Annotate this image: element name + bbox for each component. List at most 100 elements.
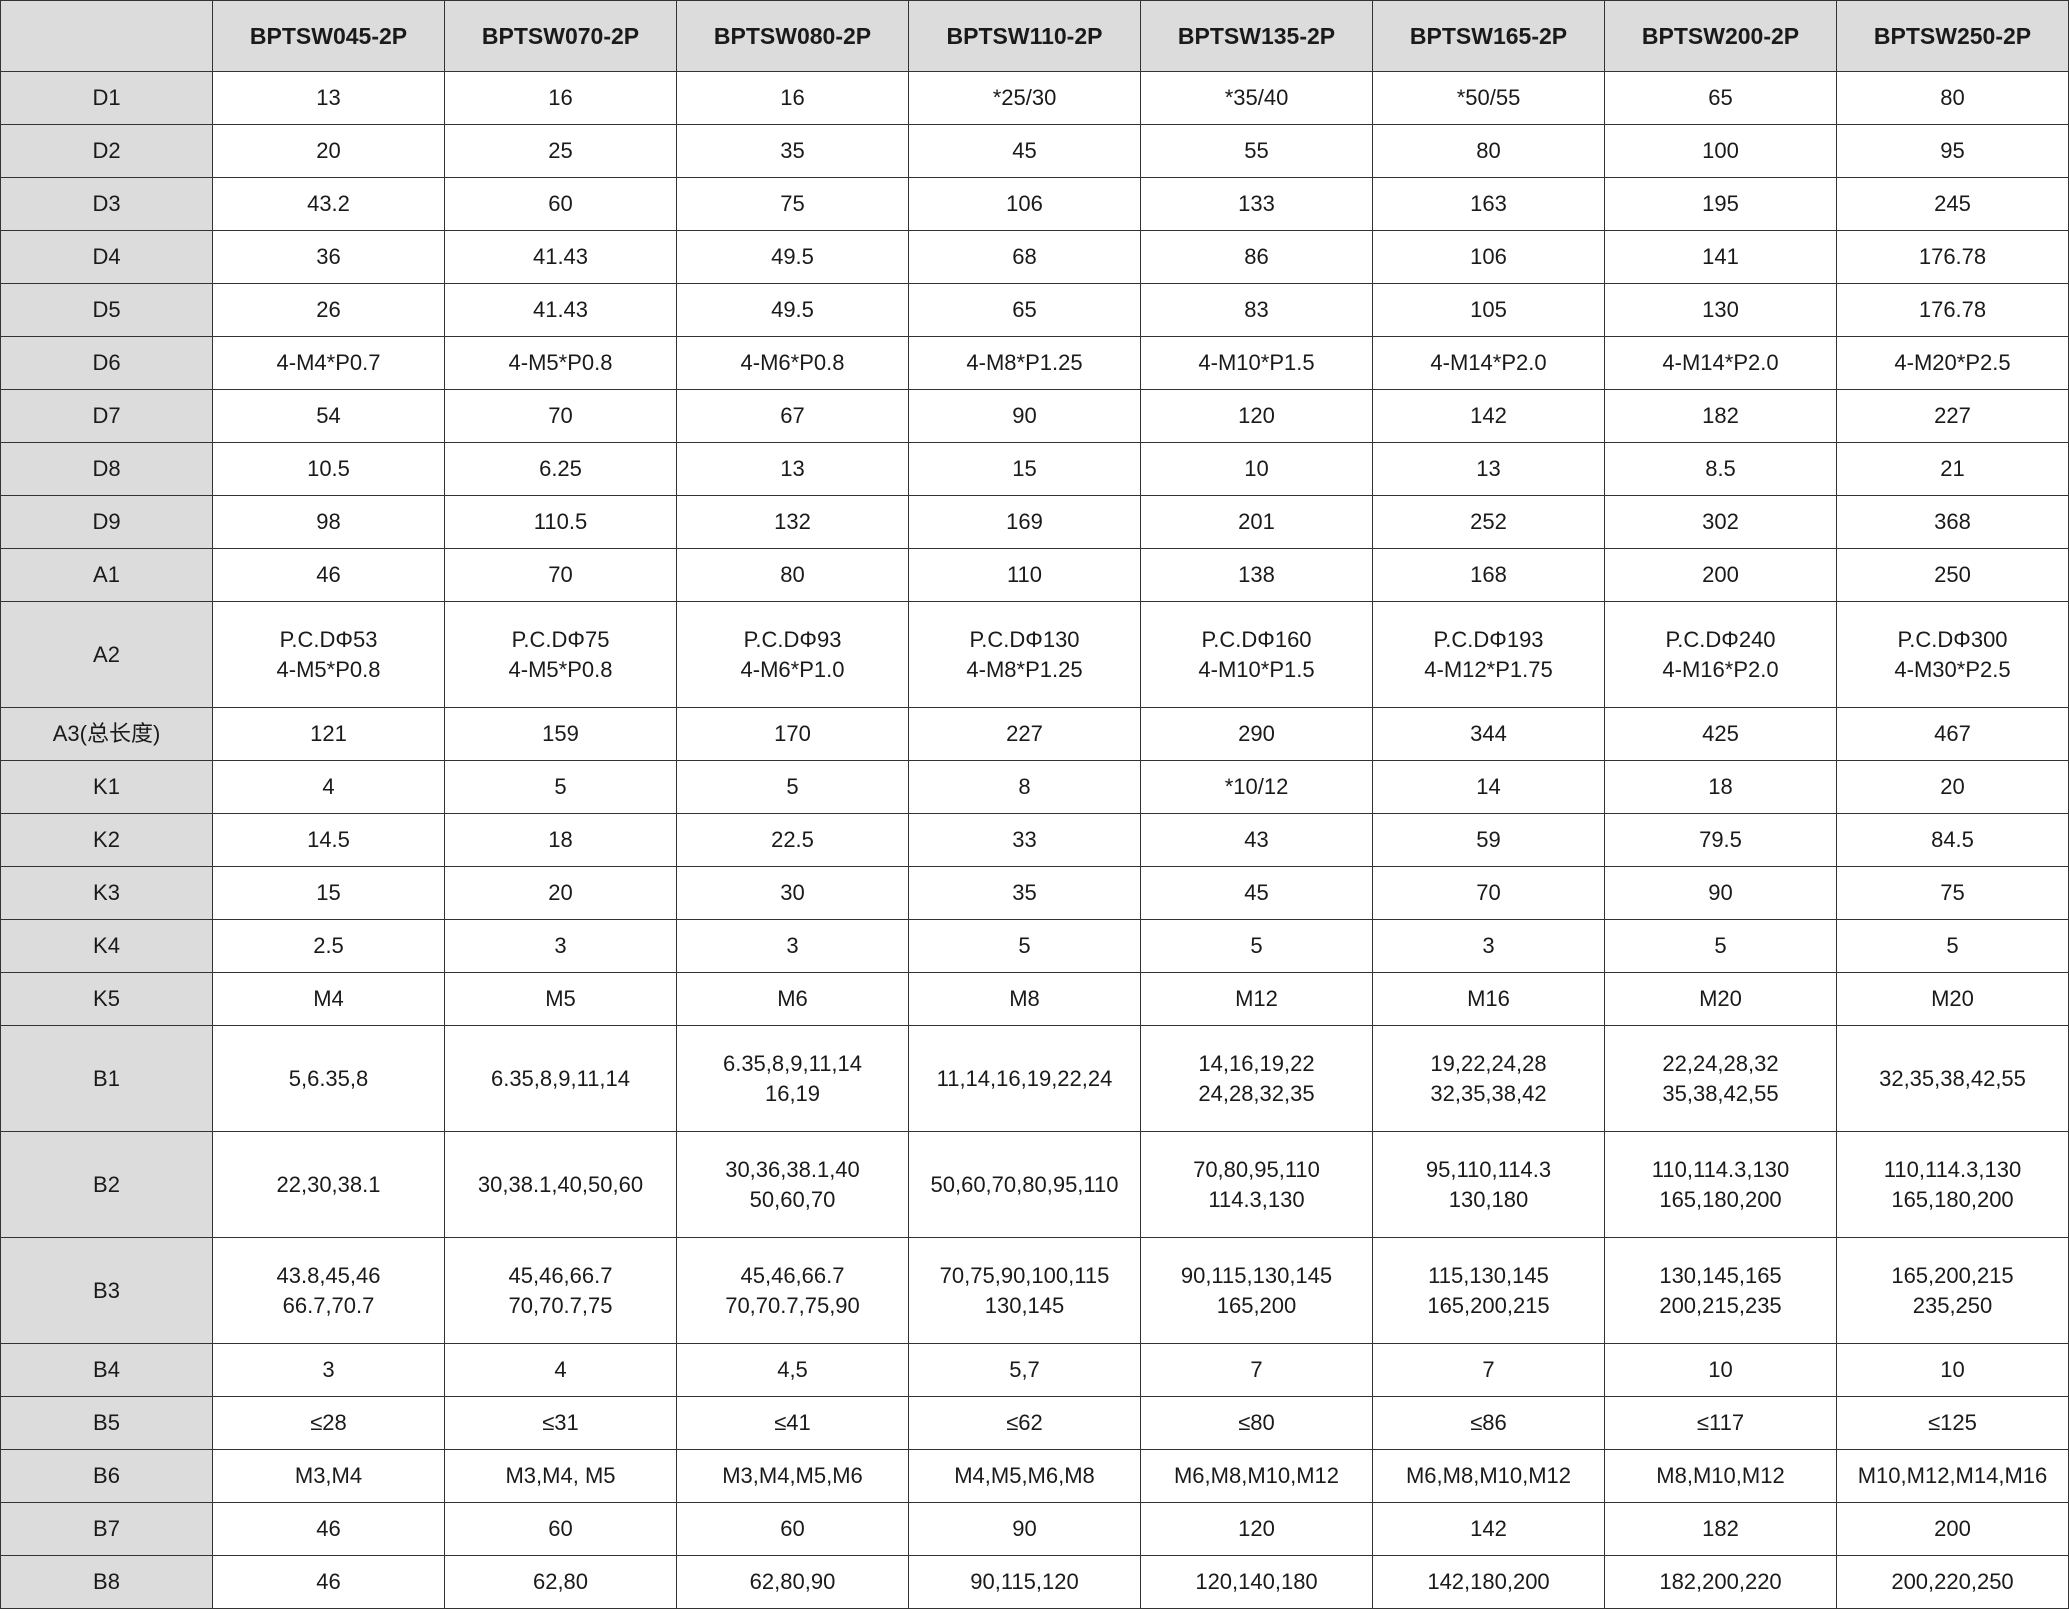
table-cell: 19,22,24,28 32,35,38,42 [1372,1025,1605,1132]
table-cell: 4-M14*P2.0 [1372,336,1605,390]
table-cell: 10 [1604,1343,1837,1397]
table-row: B6 M3,M4 M3,M4, M5 M3,M4,M5,M6 M4,M5,M6,M8 M6… [0,1449,2069,1503]
table-cell: 62,80 [444,1555,677,1609]
table-cell: 250 [1836,548,2069,602]
table-cell: 13 [676,442,909,496]
row-label: B8 [0,1555,213,1609]
table-cell: 67 [676,389,909,443]
table-cell: M20 [1836,972,2069,1026]
table-cell: 120 [1140,389,1373,443]
table-cell: M3,M4 [212,1449,445,1503]
table-cell: 45 [1140,866,1373,920]
table-cell: 98 [212,495,445,549]
row-label: D6 [0,336,213,390]
table-row: B7 46 60 60 90 120 142 182 200 [0,1502,2069,1556]
table-cell: 110,114.3,130 165,180,200 [1604,1131,1837,1238]
table-cell: M5 [444,972,677,1026]
table-cell: 5 [1604,919,1837,973]
table-cell: 6.35,8,9,11,14 16,19 [676,1025,909,1132]
row-label: A2 [0,601,213,708]
table-cell: 60 [444,1502,677,1556]
table-cell: 106 [1372,230,1605,284]
table-cell: 7 [1140,1343,1373,1397]
table-cell: 4 [444,1343,677,1397]
table-cell: 49.5 [676,230,909,284]
table-cell: *10/12 [1140,760,1373,814]
table-cell: 4-M4*P0.7 [212,336,445,390]
table-cell: 90 [1604,866,1837,920]
table-cell: 15 [908,442,1141,496]
table-cell: 10 [1836,1343,2069,1397]
table-cell: 41.43 [444,230,677,284]
table-cell: P.C.DΦ193 4-M12*P1.75 [1372,601,1605,708]
table-cell: 130,145,165 200,215,235 [1604,1237,1837,1344]
table-cell: 45,46,66.7 70,70.7,75 [444,1237,677,1344]
table-cell: 425 [1604,707,1837,761]
table-cell: 14 [1372,760,1605,814]
table-cell: ≤31 [444,1396,677,1450]
table-cell: 75 [676,177,909,231]
table-cell: 5,6.35,8 [212,1025,445,1132]
table-cell: 16 [444,71,677,125]
table-cell: 302 [1604,495,1837,549]
table-cell: M6 [676,972,909,1026]
table-cell: 90,115,120 [908,1555,1141,1609]
table-cell: 200 [1604,548,1837,602]
table-cell: 86 [1140,230,1373,284]
table-cell: 5,7 [908,1343,1141,1397]
table-cell: ≤80 [1140,1396,1373,1450]
table-cell: 49.5 [676,283,909,337]
table-cell: 5 [444,760,677,814]
table-row: D7 54 70 67 90 120 142 182 227 [0,389,2069,443]
table-cell: 6.35,8,9,11,14 [444,1025,677,1132]
table-cell: P.C.DΦ160 4-M10*P1.5 [1140,601,1373,708]
table-cell: 344 [1372,707,1605,761]
table-cell: 70,80,95,110 114.3,130 [1140,1131,1373,1238]
table-cell: 70 [1372,866,1605,920]
table-cell: 30,36,38.1,40 50,60,70 [676,1131,909,1238]
table-cell: M4,M5,M6,M8 [908,1449,1141,1503]
table-row: D8 10.5 6.25 13 15 10 13 8.5 21 [0,442,2069,496]
table-cell: M8 [908,972,1141,1026]
table-cell: 20 [444,866,677,920]
table-row: B3 43.8,45,46 66.7,70.7 45,46,66.7 70,70.7… [0,1237,2069,1344]
table-cell: 4-M20*P2.5 [1836,336,2069,390]
table-cell: 3 [1372,919,1605,973]
table-cell: P.C.DΦ300 4-M30*P2.5 [1836,601,2069,708]
table-cell: 68 [908,230,1141,284]
row-label: D4 [0,230,213,284]
table-cell: 6.25 [444,442,677,496]
table-cell: P.C.DΦ240 4-M16*P2.0 [1604,601,1837,708]
table-row: K2 14.5 18 22.5 33 43 59 79.5 84.5 [0,813,2069,867]
table-cell: ≤125 [1836,1396,2069,1450]
table-cell: 65 [1604,71,1837,125]
table-row: D2 20 25 35 45 55 80 100 95 [0,124,2069,178]
table-cell: 22,30,38.1 [212,1131,445,1238]
table-cell: 95 [1836,124,2069,178]
table-cell: *35/40 [1140,71,1373,125]
column-header: BPTSW135-2P [1140,0,1373,72]
header-row: BPTSW045-2P BPTSW070-2P BPTSW080-2P BPTSW11… [0,0,2069,72]
table-row: B8 46 62,80 62,80,90 90,115,120 120,140,180 14… [0,1555,2069,1609]
table-cell: 3 [212,1343,445,1397]
table-cell: 168 [1372,548,1605,602]
table-cell: 110,114.3,130 165,180,200 [1836,1131,2069,1238]
table-cell: 43.2 [212,177,445,231]
table-cell: 290 [1140,707,1373,761]
table-cell: 32,35,38,42,55 [1836,1025,2069,1132]
table-cell: 4-M5*P0.8 [444,336,677,390]
table-cell: 110.5 [444,495,677,549]
table-cell: 182 [1604,1502,1837,1556]
table-cell: 142 [1372,389,1605,443]
table-cell: 200,220,250 [1836,1555,2069,1609]
table-cell: 3 [444,919,677,973]
table-cell: 133 [1140,177,1373,231]
table-row: K5 M4 M5 M6 M8 M12 M16 M20 M20 [0,972,2069,1026]
table-row: D3 43.2 60 75 106 133 163 195 245 [0,177,2069,231]
table-cell: 16 [676,71,909,125]
table-cell: 80 [676,548,909,602]
table-cell: *50/55 [1372,71,1605,125]
row-label: B7 [0,1502,213,1556]
table-cell: ≤28 [212,1396,445,1450]
